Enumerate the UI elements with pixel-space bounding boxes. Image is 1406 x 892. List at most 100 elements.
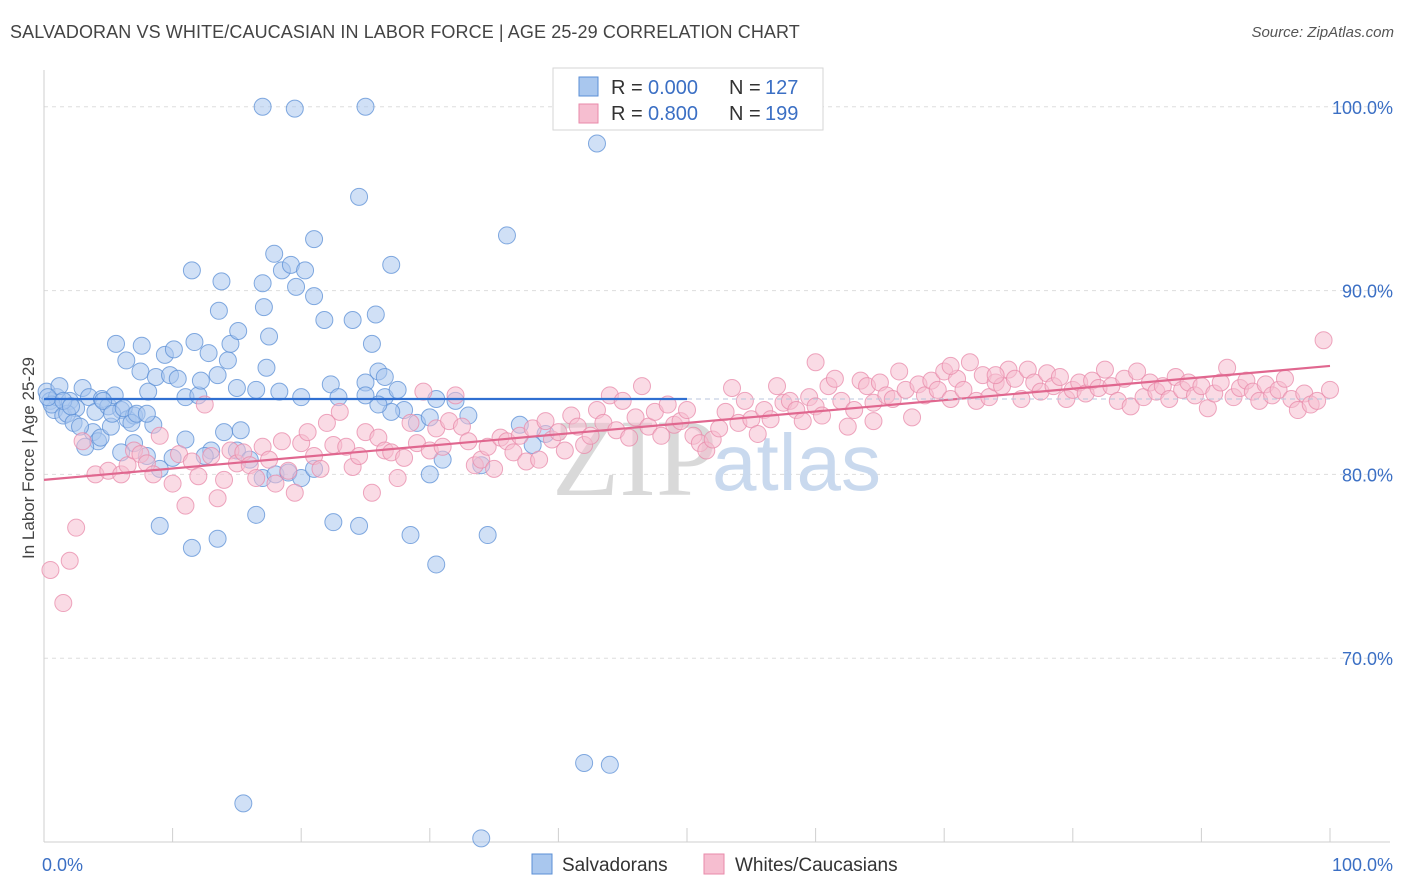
y-tick-label: 100.0% (1332, 98, 1393, 118)
white-caucasian-point (414, 382, 433, 401)
white-caucasian-point (825, 369, 844, 388)
salvadoran-point (227, 378, 246, 397)
salvadoran-point (427, 555, 446, 574)
x-tick-label: 100.0% (1332, 855, 1393, 875)
salvadoran-point (285, 99, 304, 118)
salvadoran-point (260, 327, 279, 346)
salvadoran-point (131, 362, 150, 381)
white-caucasian-point (215, 470, 234, 489)
salvadoran-point (587, 134, 606, 153)
white-caucasian-point (768, 377, 787, 396)
salvadoran-point (497, 226, 516, 245)
legend-r-label-1: R = (611, 77, 643, 99)
chart-title: SALVADORAN VS WHITE/CAUCASIAN IN LABOR F… (10, 22, 800, 42)
legend-n-value-1: 127 (765, 77, 798, 99)
white-caucasian-point (652, 426, 671, 445)
salvadoran-point (164, 340, 183, 359)
white-caucasian-point (761, 410, 780, 429)
salvadoran-point (343, 310, 362, 329)
white-caucasian-point (311, 459, 330, 478)
white-caucasian-point (504, 443, 523, 462)
white-caucasian-point (195, 395, 214, 414)
white-caucasian-point (189, 467, 208, 486)
white-caucasian-point (485, 459, 504, 478)
white-caucasian-point (941, 356, 960, 375)
white-caucasian-point (1095, 360, 1114, 379)
white-caucasian-point (41, 560, 60, 579)
white-caucasian-point (632, 377, 651, 396)
salvadoran-point (231, 421, 250, 440)
salvadoran-point (296, 261, 315, 280)
white-caucasian-point (337, 437, 356, 456)
white-caucasian-point (330, 402, 349, 421)
salvadoran-point (356, 386, 375, 405)
white-caucasian-trend-line (43, 364, 1331, 481)
salvadoran-point (375, 367, 394, 386)
salvadoran-point (270, 382, 289, 401)
salvadoran-point (600, 755, 619, 774)
salvadoran-point (132, 336, 151, 355)
white-caucasian-point (163, 474, 182, 493)
white-caucasian-point (279, 461, 298, 480)
salvadoran-point (478, 526, 497, 545)
white-caucasian-point (247, 469, 266, 488)
salvadoran-point (168, 369, 187, 388)
salvadoran-point (575, 753, 594, 772)
white-caucasian-point (568, 417, 587, 436)
white-caucasian-point (478, 437, 497, 456)
white-caucasian-point (67, 518, 86, 537)
salvadoran-point (107, 334, 126, 353)
white-caucasian-point (73, 432, 92, 451)
white-caucasian-point (1128, 362, 1147, 381)
white-caucasian-point (272, 432, 291, 451)
white-caucasian-point (710, 419, 729, 438)
white-caucasian-point (735, 391, 754, 410)
white-caucasian-point (986, 366, 1005, 385)
y-tick-label: 80.0% (1342, 465, 1393, 485)
white-caucasian-point (266, 474, 285, 493)
y-tick-label: 90.0% (1342, 282, 1393, 302)
white-caucasian-point (555, 441, 574, 460)
salvadoran-point (388, 380, 407, 399)
salvadoran-point (247, 380, 266, 399)
legend-n-label-1: N = (729, 77, 761, 99)
white-caucasian-point (838, 417, 857, 436)
salvadoran-point (401, 526, 420, 545)
white-caucasian-point (903, 408, 922, 427)
white-caucasian-point (202, 447, 221, 465)
white-caucasian-point (1275, 369, 1294, 388)
white-caucasian-point (150, 426, 169, 445)
salvadoran-point (292, 388, 311, 407)
white-caucasian-point (388, 469, 407, 488)
salvadoran-point (247, 505, 266, 524)
white-caucasian-point (530, 450, 549, 469)
white-caucasian-point (793, 412, 812, 431)
salvadoran-point (191, 371, 210, 390)
white-caucasian-point (1321, 380, 1339, 399)
white-caucasian-point (1308, 391, 1327, 410)
white-caucasian-point (864, 412, 883, 431)
salvadoran-point (362, 334, 381, 353)
salvadoran-point (305, 287, 324, 306)
white-caucasian-point (1218, 358, 1237, 377)
white-caucasian-point (144, 465, 163, 484)
salvadoran-point (253, 274, 272, 293)
salvadoran-point (199, 344, 218, 363)
legend-n-label-2: N = (729, 103, 761, 125)
salvadoran-point (94, 391, 113, 410)
salvadoran-point (229, 322, 248, 341)
white-caucasian-point (1050, 367, 1069, 386)
white-caucasian-point (806, 353, 825, 372)
white-caucasian-point (176, 496, 195, 515)
salvadoran-point (62, 397, 81, 416)
salvadoran-point (182, 538, 201, 557)
white-caucasian-point (446, 386, 465, 405)
white-caucasian-point (54, 594, 73, 613)
bottom-legend-label-whites: Whites/Caucasians (735, 855, 898, 876)
white-caucasian-point (748, 424, 767, 443)
data-points (37, 97, 1339, 848)
salvadoran-point (265, 244, 284, 263)
salvadoran-point (208, 366, 227, 385)
white-caucasian-point (626, 408, 645, 427)
